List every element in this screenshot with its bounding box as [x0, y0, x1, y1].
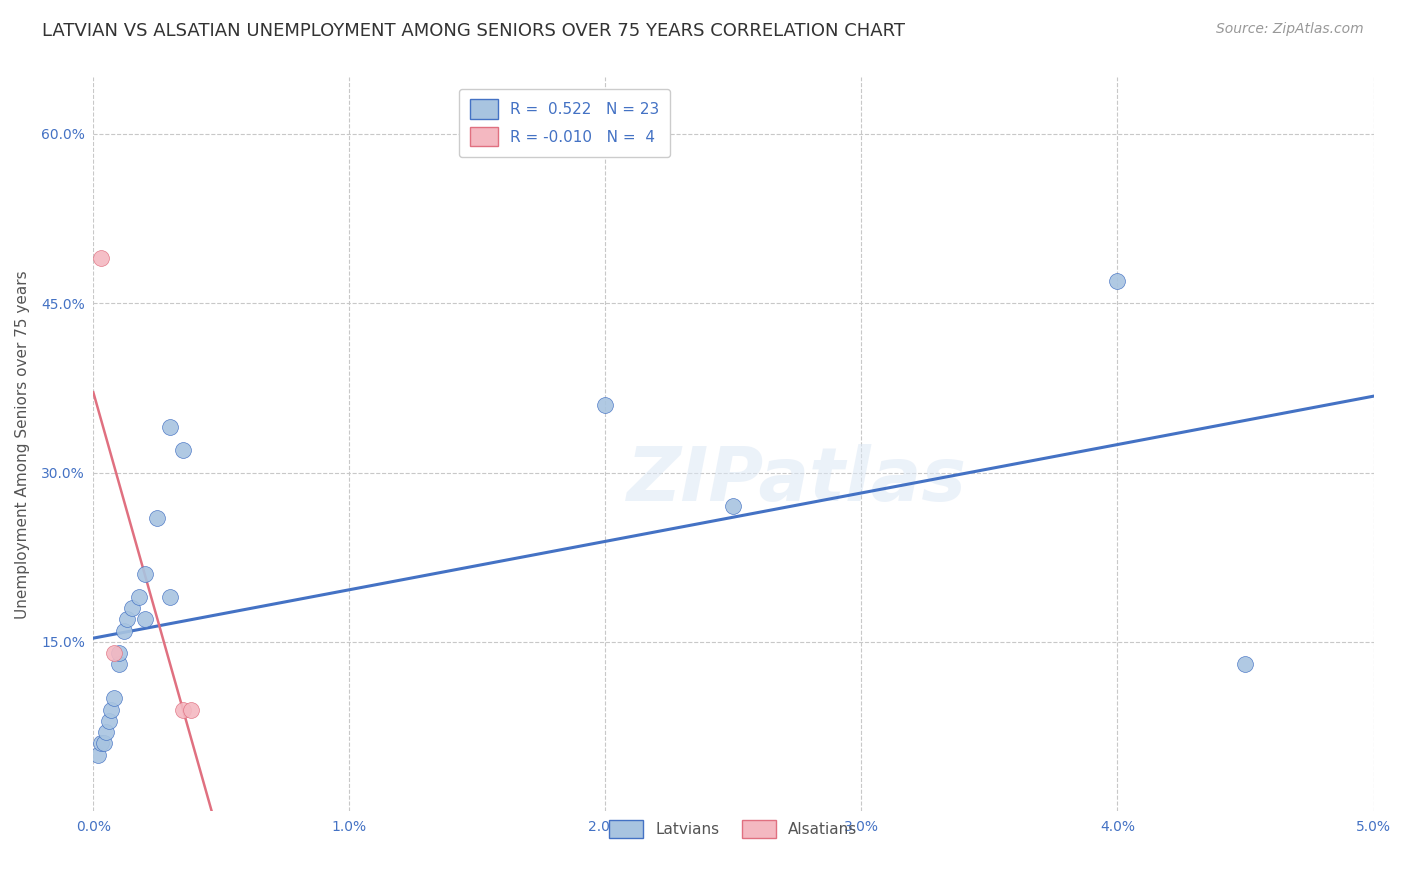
Point	[172, 703, 194, 717]
Point	[103, 691, 125, 706]
Point	[108, 646, 131, 660]
Point	[90, 736, 112, 750]
Point	[1107, 274, 1129, 288]
Point	[723, 500, 745, 514]
Text: ZIPatlas: ZIPatlas	[627, 444, 967, 517]
Point	[159, 420, 181, 434]
Legend: Latvians, Alsatians: Latvians, Alsatians	[603, 814, 863, 844]
Point	[87, 747, 110, 762]
Point	[128, 590, 150, 604]
Point	[134, 612, 156, 626]
Point	[97, 714, 120, 728]
Point	[100, 703, 122, 717]
Point	[172, 442, 194, 457]
Point	[121, 601, 143, 615]
Point	[103, 646, 125, 660]
Point	[595, 398, 617, 412]
Text: Source: ZipAtlas.com: Source: ZipAtlas.com	[1216, 22, 1364, 37]
Point	[146, 510, 169, 524]
Point	[180, 703, 202, 717]
Point	[115, 612, 138, 626]
Point	[108, 657, 131, 672]
Point	[112, 624, 135, 638]
Point	[93, 736, 115, 750]
Point	[90, 251, 112, 265]
Point	[94, 725, 117, 739]
Y-axis label: Unemployment Among Seniors over 75 years: Unemployment Among Seniors over 75 years	[15, 270, 30, 619]
Point	[159, 590, 181, 604]
Point	[1234, 657, 1257, 672]
Text: LATVIAN VS ALSATIAN UNEMPLOYMENT AMONG SENIORS OVER 75 YEARS CORRELATION CHART: LATVIAN VS ALSATIAN UNEMPLOYMENT AMONG S…	[42, 22, 905, 40]
Point	[134, 567, 156, 582]
